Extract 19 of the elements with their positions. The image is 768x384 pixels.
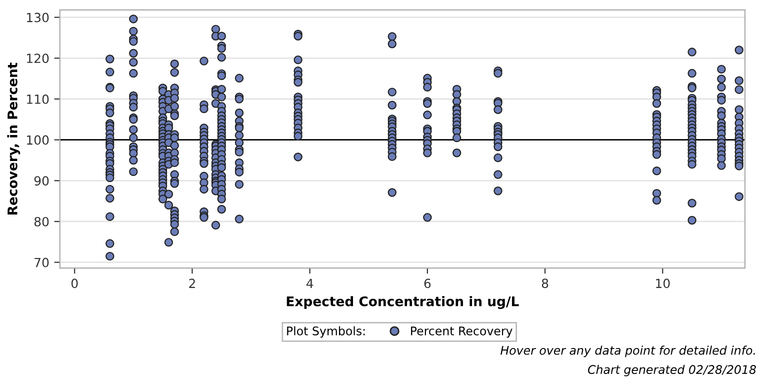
- x-tick-label: 4: [306, 278, 314, 288]
- text: Chart generated 02/28/2018: [588, 364, 756, 376]
- x-tick-label: 6: [424, 278, 431, 288]
- legend-label: Percent Recovery: [411, 326, 512, 338]
- y-axis-title: Recovery, in Percent: [7, 62, 20, 214]
- y-tick-label: 120: [27, 54, 49, 64]
- y-tick-label: 110: [27, 94, 49, 104]
- legend-title: Plot Symbols:: [287, 326, 365, 338]
- x-axis-title: Expected Concentration in ug/L: [286, 296, 519, 309]
- y-tick-label: 80: [34, 216, 49, 226]
- y-tick-label: 130: [27, 12, 49, 22]
- y-tick-label: 100: [27, 135, 49, 145]
- x-tick-label: 0: [71, 278, 78, 288]
- y-tick-label: 70: [34, 258, 49, 268]
- y-tick-label: 90: [34, 176, 49, 186]
- x-tick-label: 10: [656, 278, 670, 288]
- x-tick-label: 2: [189, 278, 195, 288]
- x-tick-label: 8: [542, 278, 548, 288]
- text: Hover over any data point for detailed info.: [500, 346, 755, 358]
